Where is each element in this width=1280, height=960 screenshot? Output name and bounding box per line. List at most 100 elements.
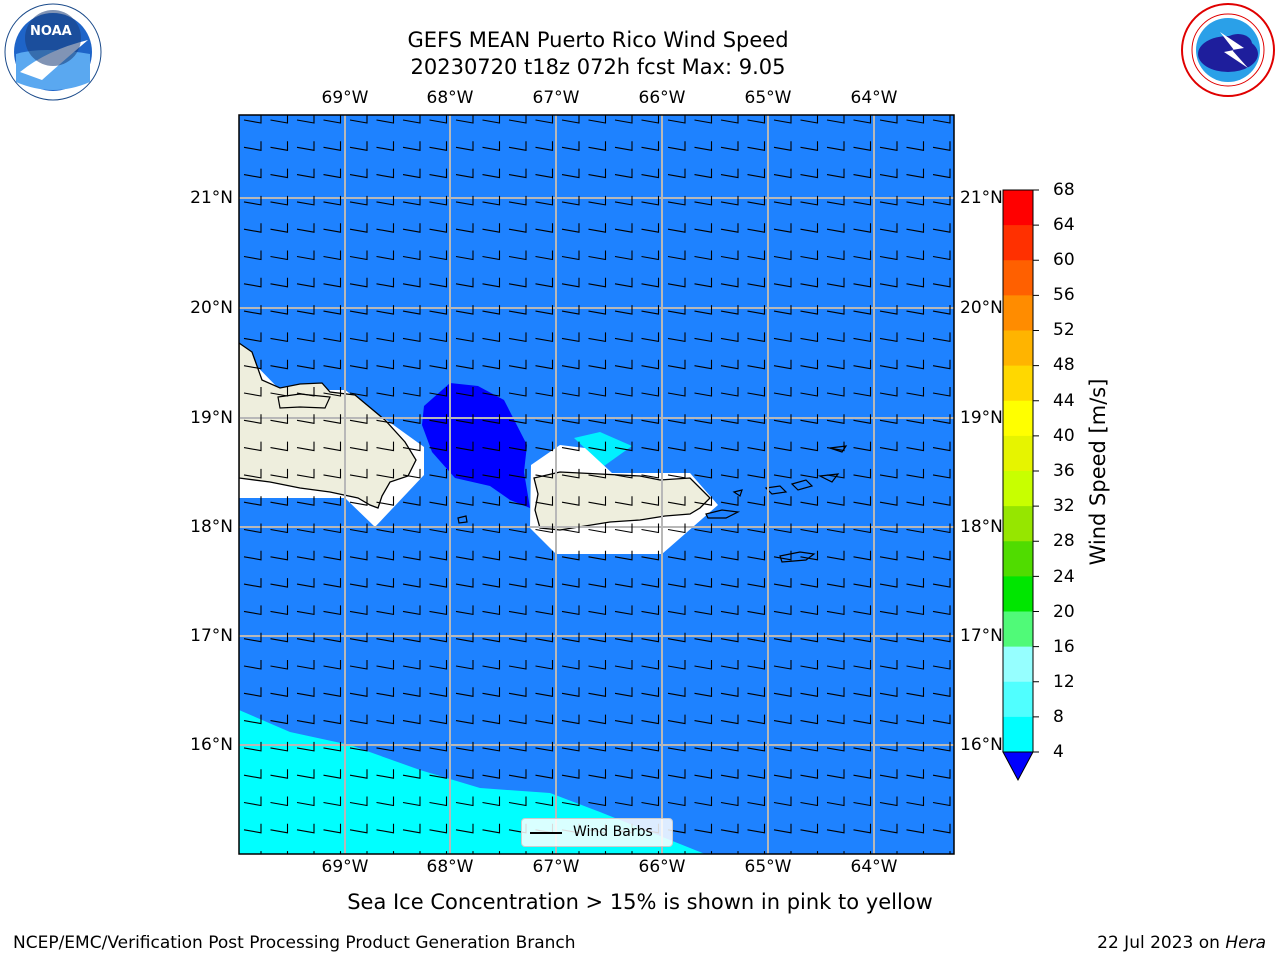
wind-barb — [455, 714, 474, 725]
wind-barb — [747, 550, 766, 561]
wind-barb — [879, 769, 898, 779]
wind-barb — [667, 168, 686, 179]
colorbar-extend-arrow — [1002, 751, 1034, 782]
wind-barb — [323, 277, 342, 288]
lon-label-bottom: 67°W — [532, 857, 580, 877]
wind-barb — [402, 332, 421, 343]
wind-barb — [270, 714, 289, 725]
wind-barb — [747, 660, 766, 670]
wind-barb — [270, 141, 289, 151]
colorbar-tick: 36 — [1053, 461, 1075, 481]
wind-barb — [535, 468, 554, 479]
wind-barb — [588, 195, 607, 206]
wind-barb — [879, 741, 898, 752]
wind-barb — [641, 195, 660, 206]
wind-barb — [561, 305, 580, 315]
wind-barb — [429, 496, 448, 506]
legend-label: Wind Barbs — [573, 824, 653, 840]
wind-barb — [535, 359, 554, 370]
wind-barb — [720, 632, 739, 643]
footer-host: Hera — [1225, 933, 1266, 953]
wind-barb — [376, 632, 395, 643]
wind-barb — [535, 223, 554, 233]
wind-barb — [879, 550, 898, 561]
wind-barb — [826, 660, 845, 670]
mona-island — [457, 515, 468, 524]
wind-barb — [747, 796, 766, 807]
wind-barb — [508, 769, 527, 779]
wind-barb — [906, 195, 925, 206]
wind-barb — [932, 714, 951, 725]
wind-barb — [800, 332, 819, 343]
wind-barb — [323, 796, 342, 807]
colorbar-band — [1003, 225, 1033, 261]
wind-barb — [694, 115, 713, 124]
wind-barb — [641, 223, 660, 233]
wind-barb — [747, 332, 766, 343]
wind-barb — [614, 115, 633, 124]
wind-barb — [588, 687, 607, 697]
wind-barb — [535, 769, 554, 779]
wind-barb — [535, 714, 554, 725]
wind-barb — [243, 250, 262, 261]
wind-barb — [588, 523, 607, 534]
wind-barb — [296, 496, 315, 506]
wind-barb — [853, 823, 872, 834]
wind-barb — [641, 796, 660, 807]
wind-barb — [243, 414, 262, 424]
wind-barb — [429, 523, 448, 534]
wind-barb — [270, 115, 289, 124]
wind-barb — [508, 468, 527, 479]
wind-barb — [906, 632, 925, 643]
wind-barb — [667, 741, 686, 752]
wind-barb — [402, 277, 421, 288]
wind-barb — [667, 141, 686, 151]
wind-barb — [296, 168, 315, 179]
wind-barb — [800, 441, 819, 452]
wind-barb — [482, 660, 501, 670]
wind-barb — [853, 632, 872, 643]
wind-barb — [826, 359, 845, 370]
wind-barb — [932, 332, 951, 343]
wind-barb — [455, 277, 474, 288]
wind-barb — [800, 741, 819, 752]
wind-barb — [402, 223, 421, 233]
wind-barb — [561, 277, 580, 288]
wind-barb — [455, 359, 474, 370]
wind-barb — [667, 387, 686, 397]
wind-barb — [349, 441, 368, 452]
wind-barb-legend-line — [530, 832, 562, 834]
wind-barb — [641, 632, 660, 643]
wind-barb — [641, 605, 660, 616]
wind-barb — [720, 441, 739, 452]
wind-barb — [455, 769, 474, 779]
wind-barb — [720, 115, 739, 124]
wind-barb — [429, 687, 448, 697]
colorbar-tick: 20 — [1053, 602, 1075, 622]
wind-barb — [800, 769, 819, 779]
wind-barb — [906, 223, 925, 233]
wind-barb — [482, 714, 501, 725]
wind-barb — [349, 359, 368, 370]
wind-barb — [296, 332, 315, 343]
wind-barb — [641, 714, 660, 725]
wind-barb — [349, 823, 368, 834]
colorbar-tick: 68 — [1053, 180, 1075, 200]
wind-barb — [667, 496, 686, 506]
wind-barb — [800, 168, 819, 179]
wind-barb — [429, 141, 448, 151]
wind-barb — [720, 305, 739, 315]
wind-barb — [694, 660, 713, 670]
wind-barb — [879, 468, 898, 479]
wind-barb — [296, 141, 315, 151]
wind-barb — [296, 550, 315, 561]
wind-barb — [561, 632, 580, 643]
colorbar-tick: 16 — [1053, 637, 1075, 657]
colorbar-tick: 56 — [1053, 285, 1075, 305]
wind-barb — [641, 687, 660, 697]
wind-barb — [270, 578, 289, 588]
wind-barb — [826, 496, 845, 506]
wind-barb — [296, 769, 315, 779]
wind-barb — [641, 660, 660, 670]
wind-barb — [323, 687, 342, 697]
